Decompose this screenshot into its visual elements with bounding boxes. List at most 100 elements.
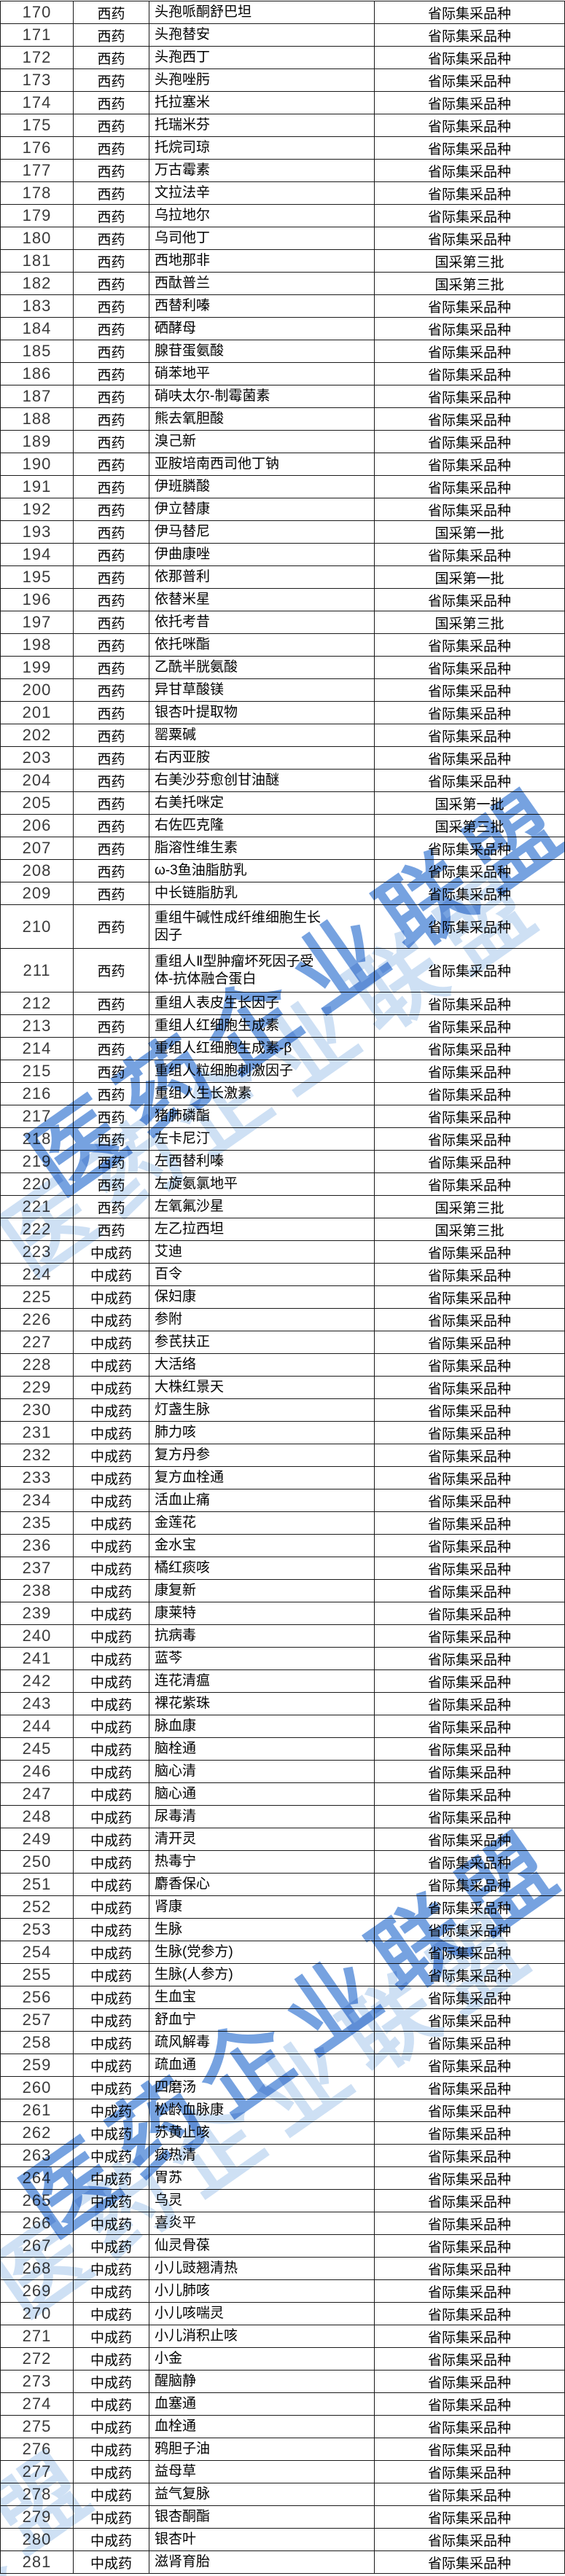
table-row: 222 西药 左乙拉西坦 国采第三批 xyxy=(0,1218,565,1241)
drug-name-cell: 硒酵母 xyxy=(149,317,375,340)
drug-name-cell: 异甘草酸镁 xyxy=(149,678,375,702)
table-row: 268 中成药 小儿豉翘清热 省际集采品种 xyxy=(0,2257,565,2280)
procurement-category-cell: 省际集采品种 xyxy=(374,1579,565,1602)
drug-name-cell: 胃苏 xyxy=(149,2166,375,2190)
table-row: 243 中成药 裸花紫珠 省际集采品种 xyxy=(0,1692,565,1715)
procurement-category-cell: 省际集采品种 xyxy=(374,1963,565,1986)
table-row: 191 西药 伊班膦酸 省际集采品种 xyxy=(0,475,565,498)
row-number-cell: 179 xyxy=(0,204,74,227)
procurement-category-cell: 省际集采品种 xyxy=(374,1850,565,1874)
row-number-cell: 268 xyxy=(0,2257,74,2280)
drug-type-cell: 西药 xyxy=(73,181,149,205)
drug-name-cell: 万古霉素 xyxy=(149,159,375,182)
table-row: 184 西药 硒酵母 省际集采品种 xyxy=(0,317,565,340)
table-row: 258 中成药 疏风解毒 省际集采品种 xyxy=(0,2031,565,2054)
drug-name-cell: 橘红痰咳 xyxy=(149,1557,375,1580)
procurement-category-cell: 省际集采品种 xyxy=(374,498,565,521)
row-number-cell: 195 xyxy=(0,565,74,589)
table-row: 233 中成药 复方血栓通 省际集采品种 xyxy=(0,1466,565,1489)
drug-name-cell: 硝苯地平 xyxy=(149,362,375,385)
drug-type-cell: 西药 xyxy=(73,1150,149,1173)
drug-type-cell: 中成药 xyxy=(73,1941,149,1964)
drug-name-cell: 重组人红细胞生成素-β xyxy=(149,1037,375,1060)
drug-name-cell: 小儿消积止咳 xyxy=(149,2325,375,2348)
procurement-category-cell: 省际集采品种 xyxy=(374,633,565,657)
procurement-category-cell: 省际集采品种 xyxy=(374,1692,565,1715)
drug-name-cell: 灯盏生脉 xyxy=(149,1398,375,1422)
row-number-cell: 242 xyxy=(0,1669,74,1693)
drug-name-cell: ω-3鱼油脂肪乳 xyxy=(149,859,375,882)
drug-type-cell: 西药 xyxy=(73,701,149,724)
table-row: 174 西药 托拉塞米 省际集采品种 xyxy=(0,91,565,114)
procurement-category-cell: 省际集采品种 xyxy=(374,1941,565,1964)
drug-type-cell: 中成药 xyxy=(73,2483,149,2506)
drug-name-cell: 头孢替安 xyxy=(149,23,375,47)
drug-name-cell: 滋肾育胎 xyxy=(149,2550,375,2574)
table-row: 241 中成药 蓝芩 省际集采品种 xyxy=(0,1647,565,1670)
procurement-category-cell: 省际集采品种 xyxy=(374,2505,565,2529)
drug-name-cell: 银杏酮酯 xyxy=(149,2505,375,2529)
table-row: 185 西药 腺苷蛋氨酸 省际集采品种 xyxy=(0,340,565,363)
table-row: 230 中成药 灯盏生脉 省际集采品种 xyxy=(0,1398,565,1422)
drug-name-cell: 脂溶性维生素 xyxy=(149,837,375,860)
procurement-category-cell: 省际集采品种 xyxy=(374,859,565,882)
table-row: 187 西药 硝呋太尔-制霉菌素 省际集采品种 xyxy=(0,385,565,408)
table-row: 227 中成药 参芪扶正 省际集采品种 xyxy=(0,1331,565,1354)
drug-name-cell: 溴己新 xyxy=(149,430,375,453)
drug-type-cell: 中成药 xyxy=(73,1285,149,1309)
procurement-category-cell: 省际集采品种 xyxy=(374,2438,565,2461)
procurement-category-cell: 省际集采品种 xyxy=(374,882,565,905)
drug-name-cell: 益母草 xyxy=(149,2460,375,2483)
table-row: 267 中成药 仙灵骨葆 省际集采品种 xyxy=(0,2234,565,2258)
procurement-category-cell: 省际集采品种 xyxy=(374,340,565,363)
table-row: 188 西药 熊去氧胆酸 省际集采品种 xyxy=(0,407,565,431)
procurement-category-cell: 省际集采品种 xyxy=(374,1444,565,1467)
procurement-category-cell: 省际集采品种 xyxy=(374,1782,565,1806)
drug-name-cell: 舒血宁 xyxy=(149,2008,375,2032)
row-number-cell: 203 xyxy=(0,746,74,770)
row-number-cell: 209 xyxy=(0,882,74,905)
table-row: 254 中成药 生脉(党参方) 省际集采品种 xyxy=(0,1941,565,1964)
row-number-cell: 226 xyxy=(0,1308,74,1331)
table-row: 215 西药 重组人粒细胞刺激因子 省际集采品种 xyxy=(0,1060,565,1083)
row-number-cell: 262 xyxy=(0,2121,74,2145)
table-row: 249 中成药 清开灵 省际集采品种 xyxy=(0,1828,565,1851)
table-row: 195 西药 依那普利 国采第一批 xyxy=(0,565,565,589)
row-number-cell: 257 xyxy=(0,2008,74,2032)
table-row: 248 中成药 尿毒清 省际集采品种 xyxy=(0,1805,565,1828)
drug-name-cell: 小儿肺咳 xyxy=(149,2279,375,2303)
table-row: 223 中成药 艾迪 省际集采品种 xyxy=(0,1240,565,1264)
procurement-category-cell: 省际集采品种 xyxy=(374,837,565,860)
row-number-cell: 230 xyxy=(0,1398,74,1422)
table-row: 173 西药 头孢唑肟 省际集采品种 xyxy=(0,68,565,92)
procurement-category-cell: 省际集采品种 xyxy=(374,1918,565,1941)
drug-type-cell: 西药 xyxy=(73,543,149,566)
row-number-cell: 187 xyxy=(0,385,74,408)
procurement-category-cell: 省际集采品种 xyxy=(374,1105,565,1128)
row-number-cell: 189 xyxy=(0,430,74,453)
procurement-category-cell: 省际集采品种 xyxy=(374,1805,565,1828)
row-number-cell: 234 xyxy=(0,1489,74,1512)
table-row: 234 中成药 活血止痛 省际集采品种 xyxy=(0,1489,565,1512)
table-row: 175 西药 托瑞米芬 省际集采品种 xyxy=(0,114,565,137)
drug-name-cell: 文拉法辛 xyxy=(149,181,375,205)
procurement-category-cell: 省际集采品种 xyxy=(374,1624,565,1648)
row-number-cell: 206 xyxy=(0,814,74,837)
row-number-cell: 281 xyxy=(0,2550,74,2574)
procurement-category-cell: 省际集采品种 xyxy=(374,2031,565,2054)
row-number-cell: 202 xyxy=(0,724,74,747)
row-number-cell: 276 xyxy=(0,2438,74,2461)
row-number-cell: 256 xyxy=(0,1986,74,2009)
table-row: 207 西药 脂溶性维生素 省际集采品种 xyxy=(0,837,565,860)
table-row: 205 西药 右美托咪定 国采第一批 xyxy=(0,791,565,815)
row-number-cell: 263 xyxy=(0,2144,74,2167)
drug-name-cell: 四磨汤 xyxy=(149,2076,375,2099)
table-row: 181 西药 西地那非 国采第三批 xyxy=(0,249,565,273)
row-number-cell: 218 xyxy=(0,1127,74,1151)
drug-type-cell: 西药 xyxy=(73,68,149,92)
drug-name-cell: 清开灵 xyxy=(149,1828,375,1851)
drug-name-cell: 托拉塞米 xyxy=(149,91,375,114)
drug-name-cell: 腺苷蛋氨酸 xyxy=(149,340,375,363)
procurement-category-cell: 省际集采品种 xyxy=(374,475,565,498)
row-number-cell: 235 xyxy=(0,1511,74,1535)
